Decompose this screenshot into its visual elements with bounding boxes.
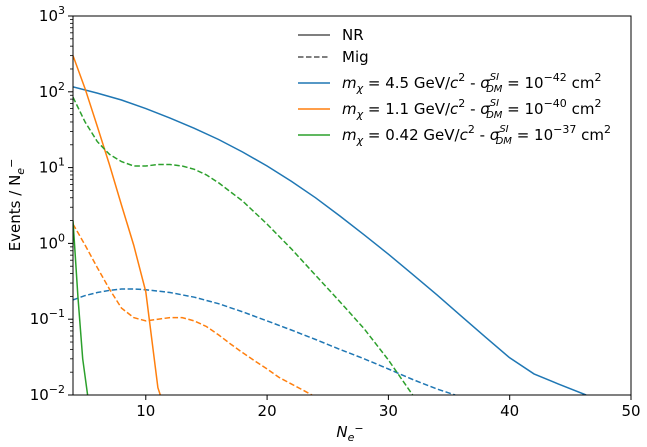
series-line-5-mig — [73, 96, 414, 395]
x-tick-label: 20 — [258, 402, 277, 420]
legend-series-label: mχ = 4.5 GeV/c2 - σSI DM = 10−42 cm2 — [342, 71, 601, 95]
x-tick-label: 10 — [136, 402, 155, 420]
y-tick-label: 10−2 — [30, 383, 65, 404]
series-line-0-nr — [73, 86, 587, 395]
y-axis-label: Events / Ne− — [5, 159, 27, 252]
x-tick-label: 40 — [500, 402, 519, 420]
axis-layer: 10 20 30 40 50 10−2 10−1 100 101 102 103 — [30, 4, 641, 420]
legend-series-label: mχ = 1.1 GeV/c2 - σSI DM = 10−40 cm2 — [342, 97, 601, 121]
x-tick-label: 50 — [621, 402, 640, 420]
series-layer — [73, 55, 587, 395]
y-tick-label: 10−1 — [30, 307, 65, 328]
legend-label: Mig — [342, 48, 369, 66]
x-axis-label: Ne− — [336, 422, 363, 444]
y-tick-label: 100 — [39, 231, 65, 252]
y-tick-label: 102 — [39, 80, 65, 101]
series-line-3-mig — [73, 223, 313, 395]
y-tick-label: 103 — [39, 4, 65, 25]
legend-label: NR — [342, 26, 364, 44]
legend: NR Mig mχ = 4.5 GeV/c2 - σSI DM = 10−42 cm2… — [298, 26, 611, 147]
series-line-4-nr — [73, 220, 89, 395]
x-tick-label: 30 — [379, 402, 398, 420]
plot-frame — [72, 15, 632, 396]
series-line-2-nr — [73, 55, 162, 395]
y-tick-label: 101 — [39, 156, 65, 177]
legend-series-label: mχ = 0.42 GeV/c2 - σSI DM = 10−37 cm2 — [342, 123, 611, 147]
series-line-1-mig — [73, 288, 456, 395]
